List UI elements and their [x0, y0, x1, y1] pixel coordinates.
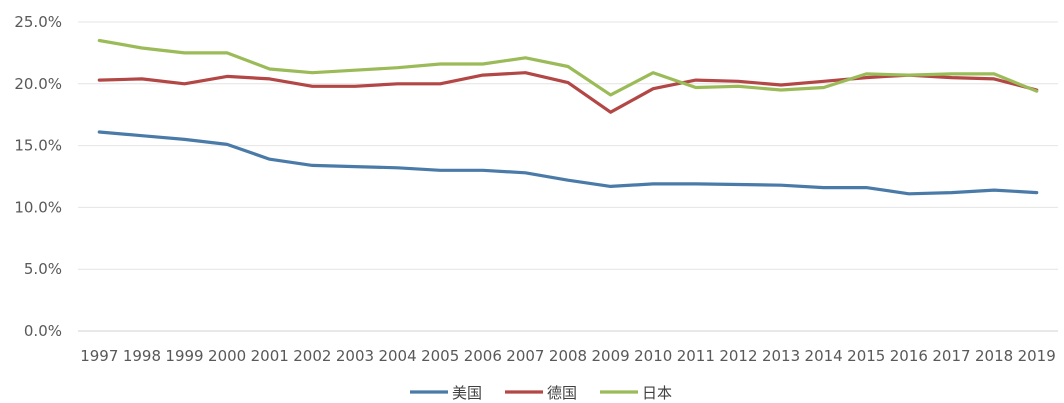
x-tick-label: 2008: [549, 347, 587, 365]
series-line-1: [97, 130, 1039, 196]
x-tick-label: 2009: [592, 347, 630, 365]
legend-label: 日本: [642, 384, 672, 402]
series-lines: [97, 38, 1039, 196]
x-tick-label: 2015: [847, 347, 885, 365]
x-tick-label: 2006: [464, 347, 502, 365]
x-tick-label: 1998: [123, 347, 161, 365]
series-line-2: [97, 71, 1039, 114]
x-tick-label: 2004: [378, 347, 416, 365]
x-tick-label: 2012: [719, 347, 757, 365]
y-tick-label: 15.0%: [14, 137, 62, 155]
x-tick-label: 2005: [421, 347, 459, 365]
x-axis-ticks: 1997 1998 1999 2000 2001 2002 2003 2004 2005 2006…: [80, 347, 1056, 365]
y-tick-label: 10.0%: [14, 198, 62, 216]
x-tick-label: 2000: [208, 347, 246, 365]
x-tick-label: 2001: [251, 347, 289, 365]
x-tick-label: 2013: [762, 347, 800, 365]
x-tick-label: 2019: [1018, 347, 1056, 365]
x-tick-label: 1999: [165, 347, 203, 365]
legend-label: 德国: [547, 384, 577, 402]
x-tick-label: 2010: [634, 347, 672, 365]
x-tick-label: 2011: [677, 347, 715, 365]
x-tick-label: 2007: [506, 347, 544, 365]
x-tick-label: 2016: [890, 347, 928, 365]
x-tick-label: 2003: [336, 347, 374, 365]
y-tick-label: 20.0%: [14, 75, 62, 93]
y-axis-ticks: 0.0% 5.0% 10.0% 15.0% 20.0% 25.0%: [14, 13, 62, 340]
x-tick-label: 2014: [805, 347, 843, 365]
y-tick-label: 0.0%: [24, 322, 62, 340]
y-tick-label: 25.0%: [14, 13, 62, 31]
legend-label: 美国: [452, 384, 482, 402]
x-tick-label: 1997: [80, 347, 118, 365]
x-tick-label: 2018: [975, 347, 1013, 365]
y-tick-label: 5.0%: [24, 260, 62, 278]
x-tick-label: 2017: [932, 347, 970, 365]
series-line-3: [97, 38, 1039, 97]
x-tick-label: 2002: [293, 347, 331, 365]
legend: 美国 德国 日本: [410, 384, 672, 402]
